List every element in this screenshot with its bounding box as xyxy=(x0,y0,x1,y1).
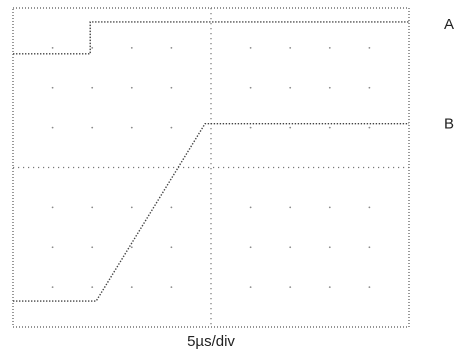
grid-dot xyxy=(328,206,331,209)
grid-dot xyxy=(328,46,331,49)
grid-dot xyxy=(91,86,94,89)
grid-dot xyxy=(328,286,331,289)
grid-dot xyxy=(289,126,292,129)
grid-dot xyxy=(91,246,94,249)
traces xyxy=(13,21,409,302)
grid-dot xyxy=(51,46,54,49)
grid-dot xyxy=(130,46,133,49)
grid-dot xyxy=(170,246,173,249)
grid-dot xyxy=(91,206,94,209)
grid-dot xyxy=(170,206,173,209)
grid-dot xyxy=(328,126,331,129)
grid-dot xyxy=(289,46,292,49)
grid-dot xyxy=(368,286,371,289)
grid-dot xyxy=(170,46,173,49)
grid-dot xyxy=(328,246,331,249)
grid-dot xyxy=(368,86,371,89)
grid-dot xyxy=(130,126,133,129)
trace-label-b: B xyxy=(444,116,454,133)
grid-dot xyxy=(51,246,54,249)
grid-dot xyxy=(130,206,133,209)
grid-dot xyxy=(249,246,252,249)
grid-dot xyxy=(130,86,133,89)
grid-dot xyxy=(170,86,173,89)
grid-dot xyxy=(289,286,292,289)
trace-b xyxy=(13,122,409,302)
grid-dot xyxy=(249,86,252,89)
grid-dot xyxy=(368,46,371,49)
grid-dot xyxy=(51,286,54,289)
trace-labels: A B xyxy=(444,16,454,133)
grid-dot xyxy=(368,246,371,249)
grid-dot xyxy=(289,206,292,209)
grid-dot xyxy=(91,286,94,289)
grid-dot xyxy=(328,86,331,89)
trace-label-a: A xyxy=(444,16,454,33)
grid-dot xyxy=(51,206,54,209)
grid-dot xyxy=(51,126,54,129)
grid-dot xyxy=(130,246,133,249)
grid-dot xyxy=(51,86,54,89)
grid-dot xyxy=(368,126,371,129)
grid-dot xyxy=(170,126,173,129)
grid-dot xyxy=(170,286,173,289)
grid-dot xyxy=(289,246,292,249)
graticule xyxy=(13,8,409,327)
trace-a xyxy=(13,21,409,55)
grid-dot xyxy=(249,286,252,289)
grid-dot xyxy=(91,126,94,129)
grid-dot xyxy=(130,286,133,289)
grid-dot xyxy=(249,206,252,209)
grid-dot xyxy=(368,206,371,209)
grid-dot xyxy=(249,46,252,49)
grid-dot xyxy=(249,126,252,129)
grid-dot xyxy=(289,86,292,89)
grid-dot xyxy=(91,46,94,49)
timebase-label: 5µs/div xyxy=(187,333,235,350)
